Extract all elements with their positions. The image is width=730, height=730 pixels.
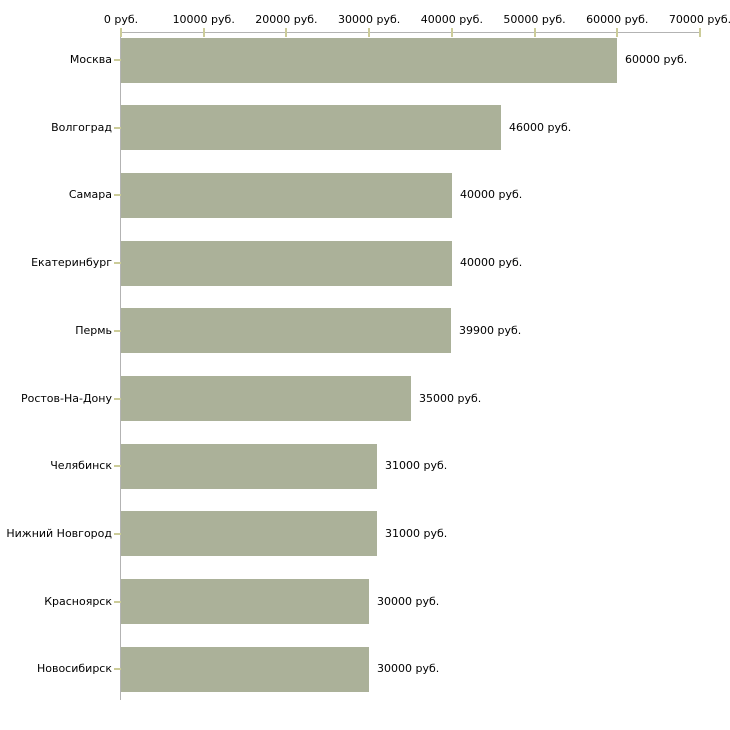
bar xyxy=(121,308,451,353)
bar-value-label: 31000 руб. xyxy=(385,459,448,473)
category-label: Самара xyxy=(68,188,112,202)
category-label: Красноярск xyxy=(44,594,112,608)
x-axis-tick xyxy=(533,28,536,37)
category-label: Новосибирск xyxy=(36,662,112,676)
category-label: Москва xyxy=(69,53,112,66)
x-axis-tick-label: 30000 руб. xyxy=(338,13,401,26)
x-axis-tick-label: 10000 руб. xyxy=(172,13,235,26)
bar-value-label: 39900 руб. xyxy=(459,323,522,337)
y-axis-tick xyxy=(114,397,121,400)
bar-value-label: 31000 руб. xyxy=(385,526,448,540)
bar-value-label: 40000 руб. xyxy=(460,256,523,270)
x-axis-line xyxy=(121,32,700,33)
bar-value-label: 60000 руб. xyxy=(625,53,688,66)
bar xyxy=(121,444,377,489)
y-axis-tick xyxy=(114,329,121,332)
x-axis-tick-label: 50000 руб. xyxy=(503,13,566,26)
x-axis-tick xyxy=(285,28,288,37)
x-axis-tick xyxy=(120,28,122,37)
bar-value-label: 30000 руб. xyxy=(377,594,440,608)
category-label: Пермь xyxy=(75,323,112,337)
x-axis-tick-label: 40000 руб. xyxy=(420,13,483,26)
x-axis-tick-label: 60000 руб. xyxy=(586,13,649,26)
bar xyxy=(121,511,377,556)
bar-value-label: 30000 руб. xyxy=(377,662,440,676)
x-axis-tick xyxy=(368,28,371,37)
category-label: Нижний Новгород xyxy=(6,526,112,540)
bar xyxy=(121,376,411,421)
y-axis-tick xyxy=(114,532,121,535)
x-axis-tick-label: 20000 руб. xyxy=(255,13,318,26)
category-label: Екатеринбург xyxy=(31,256,112,270)
category-label: Челябинск xyxy=(50,459,112,473)
bar-value-label: 35000 руб. xyxy=(419,391,482,405)
bar xyxy=(121,173,452,218)
y-axis-tick xyxy=(114,600,121,603)
y-axis-tick xyxy=(114,668,121,671)
y-axis-tick xyxy=(114,262,121,265)
bar-value-label: 40000 руб. xyxy=(460,188,523,202)
bar xyxy=(121,579,369,624)
y-axis-tick xyxy=(114,465,121,468)
x-axis-tick xyxy=(202,28,205,37)
bar xyxy=(121,105,501,150)
x-axis-tick xyxy=(450,28,453,37)
y-axis-tick xyxy=(114,126,121,129)
x-axis-tick xyxy=(616,28,619,37)
bar xyxy=(121,38,617,83)
y-axis-tick xyxy=(114,59,121,61)
x-axis-tick-label: 70000 руб. xyxy=(668,13,730,26)
bar xyxy=(121,647,369,692)
category-label: Волгоград xyxy=(51,120,112,134)
x-axis-tick-label: 0 руб. xyxy=(103,13,139,26)
x-axis-tick xyxy=(699,28,701,37)
category-label: Ростов-На-Дону xyxy=(20,391,112,405)
bar-value-label: 46000 руб. xyxy=(509,120,572,134)
y-axis-line xyxy=(120,32,121,700)
bar xyxy=(121,241,452,286)
y-axis-tick xyxy=(114,194,121,197)
